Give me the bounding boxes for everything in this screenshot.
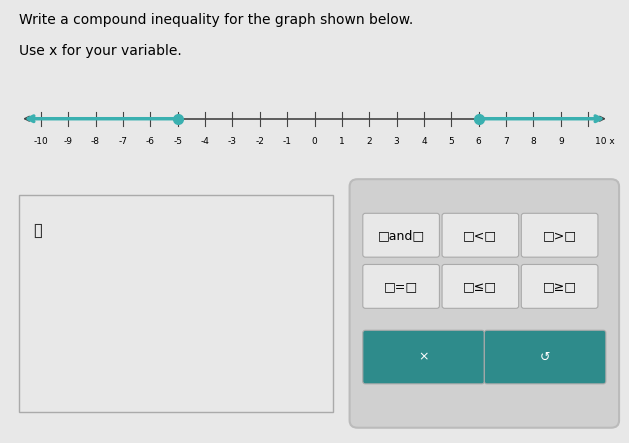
- Text: ▯: ▯: [32, 221, 43, 240]
- Text: -7: -7: [118, 136, 128, 146]
- Text: -6: -6: [146, 136, 155, 146]
- Text: -5: -5: [173, 136, 182, 146]
- Text: 9: 9: [558, 136, 564, 146]
- Text: 0: 0: [311, 136, 318, 146]
- FancyBboxPatch shape: [350, 179, 619, 428]
- FancyBboxPatch shape: [363, 330, 484, 384]
- FancyBboxPatch shape: [484, 330, 606, 384]
- Text: 4: 4: [421, 136, 427, 146]
- Text: Use x for your variable.: Use x for your variable.: [19, 44, 182, 58]
- FancyBboxPatch shape: [442, 213, 519, 257]
- FancyBboxPatch shape: [521, 264, 598, 308]
- Text: □≤□: □≤□: [464, 280, 498, 293]
- Text: □and□: □and□: [377, 229, 425, 242]
- FancyBboxPatch shape: [442, 264, 519, 308]
- Text: -9: -9: [64, 136, 72, 146]
- FancyBboxPatch shape: [363, 213, 440, 257]
- Text: 1: 1: [339, 136, 345, 146]
- Text: -4: -4: [201, 136, 209, 146]
- Text: 6: 6: [476, 136, 482, 146]
- Text: □=□: □=□: [384, 280, 418, 293]
- Text: □≥□: □≥□: [543, 280, 577, 293]
- Text: -8: -8: [91, 136, 100, 146]
- Text: 3: 3: [394, 136, 399, 146]
- Text: 2: 2: [367, 136, 372, 146]
- Text: 8: 8: [531, 136, 537, 146]
- Text: 7: 7: [503, 136, 509, 146]
- Text: -2: -2: [255, 136, 264, 146]
- Text: ×: ×: [418, 350, 429, 364]
- Text: ↺: ↺: [540, 350, 550, 364]
- Text: Write a compound inequality for the graph shown below.: Write a compound inequality for the grap…: [19, 13, 413, 27]
- Text: □<□: □<□: [464, 229, 498, 242]
- Text: -1: -1: [282, 136, 292, 146]
- Text: 10 x: 10 x: [595, 136, 615, 146]
- Text: -3: -3: [228, 136, 237, 146]
- FancyBboxPatch shape: [363, 264, 440, 308]
- Text: □>□: □>□: [543, 229, 577, 242]
- Text: -10: -10: [33, 136, 48, 146]
- Text: 5: 5: [448, 136, 454, 146]
- FancyBboxPatch shape: [521, 213, 598, 257]
